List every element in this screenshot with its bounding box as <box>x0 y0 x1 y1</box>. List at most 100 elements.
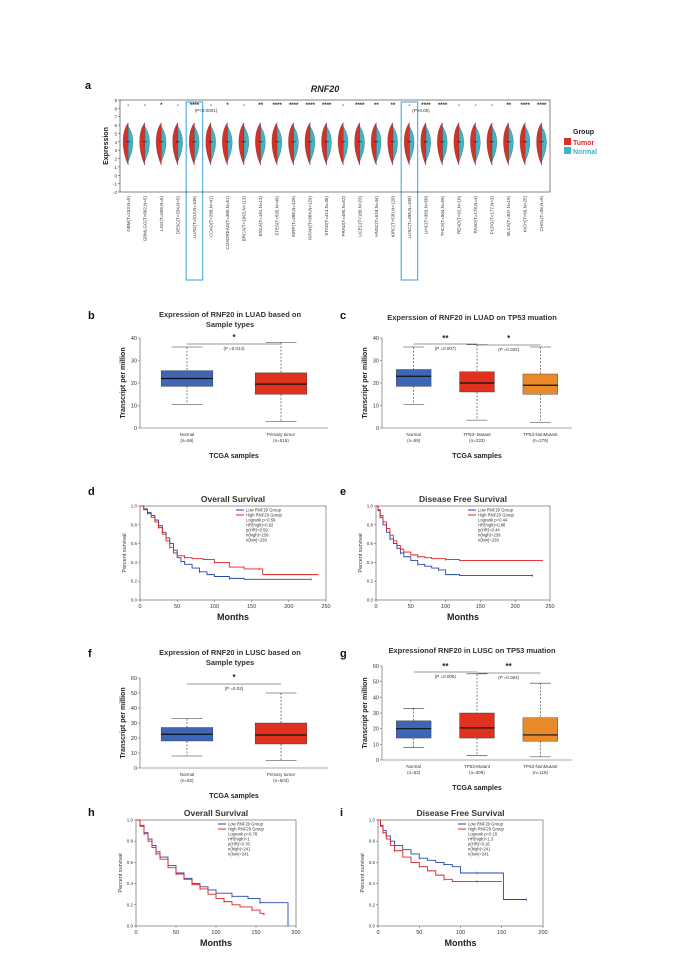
box-chart-luad-sample: b Expression of RNF20 in LUAD based on S… <box>88 310 328 460</box>
violin-tumor-PRAD(T=495,N=52) <box>337 122 344 166</box>
km-stat: n(low)=241 <box>468 852 490 857</box>
y-tick-label: 10 <box>131 751 137 757</box>
y-tick-label: 30 <box>373 711 379 717</box>
x-tick-label: CHOL(T=36,N=9) <box>539 196 544 232</box>
violin-normal-GBM(T=153,N=5) <box>128 126 134 162</box>
pval-lusc: (P>0.05) <box>412 108 430 113</box>
violin-tumor-KICH(T=66,N=25) <box>519 122 526 166</box>
box-title-line2: Sample types <box>206 320 254 329</box>
legend-low: Low RNF20 Group <box>478 508 514 513</box>
violin-normal-STES(T=595,N=49) <box>276 126 282 162</box>
pval-luad: (P<0.0001) <box>195 108 218 113</box>
km-stat: p(HR)=0.16 <box>468 842 490 847</box>
plot-frame <box>375 505 551 601</box>
x-tick-label: TP53- Mutant <box>463 432 491 437</box>
violin-normal-COADREAD(T=380,N=51) <box>227 126 233 162</box>
x-tick-label: TP53-Mutant <box>464 764 491 769</box>
panel-b-box: b Expression of RNF20 in LUAD based on S… <box>88 310 338 478</box>
x-tick-label: PCPG(T=177,N=3) <box>490 195 495 234</box>
violin-tumor-CHOL(T=36,N=9) <box>536 122 542 166</box>
legend-low: Low RNF20 Group <box>246 508 282 513</box>
x-tick-label: PRAD(T=495,N=52) <box>341 196 346 237</box>
x-tick-label: BLCA(T=407,N=19) <box>506 196 511 236</box>
violin-normal-BLCA(T=407,N=19) <box>508 126 514 162</box>
x-axis-label: Months <box>217 612 249 622</box>
x-tick-n: (n=52) <box>407 770 421 775</box>
panel-label-e: e <box>340 486 346 498</box>
p-value-1: (P =0.007) <box>435 346 457 351</box>
km-disease-free-lusc: i Disease Free Survival 0 50 100 150 200 0.0 0.… <box>340 807 548 948</box>
y-tick-label: 0.0 <box>131 598 138 603</box>
significance-mark: - <box>342 103 344 109</box>
p-value: (P =0.014) <box>223 346 245 351</box>
km-disease-free-luad: e Disease Free Survival 0 50 100 150 200 250 0.… <box>340 486 555 622</box>
x-tick-label: BRCA(T=1092,N=113) <box>242 196 247 242</box>
significance-mark: ** <box>391 103 396 109</box>
km-stat: n(high)=241 <box>468 847 491 852</box>
x-tick-label: LUAD(T=513,N=109) <box>192 196 197 239</box>
x-axis-label: TCGA samples <box>452 453 502 460</box>
panel-label-f: f <box>88 648 92 660</box>
panel-label-h: h <box>88 807 95 819</box>
km-curve-low <box>140 505 312 580</box>
significance-mark: **** <box>190 103 200 109</box>
violin-normal-CHOL(T=36,N=9) <box>541 126 547 162</box>
significance-mark: - <box>458 103 460 109</box>
y-tick-label: 1.0 <box>127 818 134 823</box>
box-TP53-NonMutant <box>522 717 558 742</box>
box-title-line1: Expression of RNF20 in LUAD based on <box>159 310 302 319</box>
y-axis-label: Percent survival <box>360 853 366 892</box>
plot-frame <box>139 505 327 601</box>
legend-swatch-tumor <box>564 138 571 145</box>
p-value-2: (P =0.032) <box>498 347 520 352</box>
significance-mark: **** <box>355 103 365 109</box>
y-tick-label: 0.4 <box>369 881 376 886</box>
x-tick-label: GBMLGG(T=662,N=5) <box>142 196 147 242</box>
x-tick-label: 150 <box>476 604 485 610</box>
x-tick-label: 50 <box>408 604 414 610</box>
km-title: Overall Survival <box>201 494 265 504</box>
y-tick-label: 0.8 <box>127 839 134 844</box>
y-tick-label: 30 <box>131 721 137 727</box>
y-axis-label: Transcript per million <box>362 347 369 418</box>
legend-title: Group <box>573 129 594 136</box>
box-title-line1: Expression of RNF20 in LUSC based on <box>159 648 301 657</box>
y-tick-label: 1.0 <box>367 504 374 509</box>
panel-label-d: d <box>88 486 95 498</box>
y-tick-label: 0.8 <box>367 522 374 527</box>
x-axis-label: TCGA samples <box>209 453 259 460</box>
significance-mark: - <box>243 103 245 109</box>
x-axis-label: Months <box>445 938 477 948</box>
y-axis-label: Transcript per million <box>120 347 127 418</box>
y-tick-label: 9 <box>114 98 117 103</box>
y-tick-label: 0.8 <box>131 522 138 527</box>
x-tick-label: KICH(T=66,N=25) <box>523 196 528 233</box>
violin-tumor-READ(T=92,N=10) <box>453 122 460 166</box>
box-Primary tumor <box>254 722 308 745</box>
violin-normal-KIRP(T=288,N=129) <box>293 126 299 162</box>
significance-mark: - <box>491 103 493 109</box>
violin-normal-READ(T=92,N=10) <box>458 126 464 162</box>
y-axis-label: Percent survival <box>118 853 124 892</box>
significance-mark: - <box>127 103 129 109</box>
violin-normal-KIPAN(T=884,N=129) <box>310 126 316 162</box>
legend-normal: Normal <box>573 149 597 156</box>
y-tick-label: 0.4 <box>131 560 138 565</box>
x-tick-label: 200 <box>291 930 300 936</box>
km-stat: Logrank p=0.59 <box>246 518 276 523</box>
legend-high: High RNF20 Group <box>478 513 515 518</box>
significance-mark: ** <box>506 103 511 109</box>
y-tick-label: 0.6 <box>127 860 134 865</box>
km-stat: n(low)=239 <box>246 538 268 543</box>
km-curve-low <box>378 819 527 900</box>
panel-e-km: e Disease Free Survival 0 50 100 150 200 250 0.… <box>340 484 580 634</box>
y-tick-label: 20 <box>373 727 379 733</box>
violin-tumor-GBM(T=153,N=5) <box>122 122 129 166</box>
violin-normal-ESCA(T=181,N=13) <box>260 126 266 162</box>
y-tick-label: 10 <box>373 404 379 410</box>
highlight-box-lusc <box>400 101 419 281</box>
significance-mark: **** <box>272 103 282 109</box>
x-tick-label: DESC(T=334,N=5) <box>175 195 180 234</box>
y-axis-label: Transcript per million <box>362 677 369 748</box>
x-tick-label: 50 <box>174 604 180 610</box>
